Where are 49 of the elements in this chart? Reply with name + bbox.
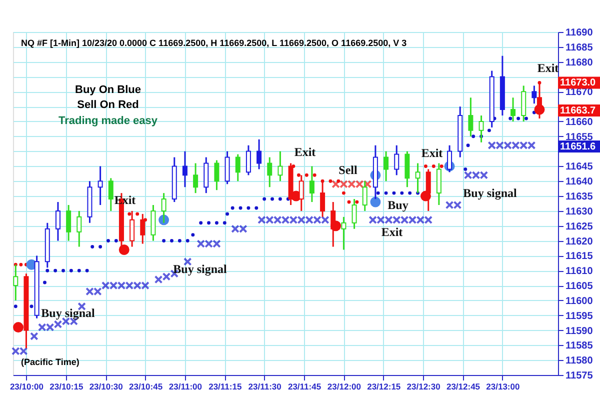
annotation: Buy	[388, 198, 408, 212]
annotation: Buy signal	[41, 306, 96, 320]
x-tick-label: 23/12:45	[446, 382, 480, 392]
y-tick-label: 11600	[566, 296, 594, 307]
annotation: Exit	[294, 145, 316, 159]
annotation: Exit	[421, 146, 443, 160]
y-tick-label: 11575	[566, 370, 594, 382]
annotation: Trading made easy	[58, 115, 158, 127]
y-tick-label: 11590	[566, 326, 594, 337]
x-tick-label: 23/10:45	[129, 382, 163, 392]
annotation: Sell	[338, 163, 358, 177]
y-tick-label: 11625	[566, 221, 594, 232]
y-tick-label: 11680	[566, 57, 594, 68]
annotation: Sell On Red	[77, 99, 139, 111]
x-tick-label: 23/10:30	[89, 382, 124, 392]
y-tick-label: 11640	[566, 176, 594, 188]
ref-line-label: 11663.7	[560, 105, 596, 116]
annotation: Buy signal	[463, 186, 518, 200]
annotation: Buy On Blue	[74, 84, 142, 96]
x-tick-label: 23/12:15	[367, 382, 401, 392]
y-tick-label: 11605	[566, 281, 594, 292]
y-tick-label: 11620	[566, 236, 594, 248]
annotation: Buy signal	[173, 262, 228, 276]
y-tick-label: 11645	[566, 162, 594, 173]
y-tick-label: 11655	[566, 132, 594, 143]
y-tick-label: 11630	[566, 206, 594, 218]
x-tick-label: 23/11:00	[168, 382, 202, 392]
x-tick-label: 23/12:00	[327, 382, 362, 392]
x-tick-label: 23/10:15	[50, 382, 84, 392]
ref-line-label: 11651.6	[560, 142, 596, 153]
ref-line-label: 11673.0	[560, 78, 596, 89]
y-tick-label: 11635	[566, 192, 594, 203]
x-tick-label: 23/12:30	[406, 382, 441, 392]
x-tick-label: 23/11:45	[288, 382, 322, 392]
x-tick-label: 23/13:00	[486, 382, 520, 392]
y-tick-label: 11660	[566, 116, 594, 128]
annotation: Exit	[381, 225, 403, 239]
x-tick-label: 23/10:00	[10, 382, 44, 392]
y-tick-label: 11580	[566, 356, 594, 367]
y-tick-label: 11610	[566, 266, 594, 278]
x-tick-label: 23/11:30	[248, 382, 282, 392]
y-tick-label: 11585	[566, 340, 594, 352]
y-tick-label: 11685	[566, 42, 594, 54]
y-tick-label: 11615	[566, 251, 594, 262]
annotation: (Pacific Time)	[21, 357, 80, 367]
annotation: NQ #F [1-Min] 10/23/20 0.0000 C 11669.2500, H 11669.2500, L 11669.2500, O 11669.2500, V 3	[21, 38, 407, 48]
y-tick-label: 11690	[566, 28, 594, 38]
x-tick-label: 23/11:15	[208, 382, 242, 392]
y-tick-label: 11595	[566, 310, 594, 322]
